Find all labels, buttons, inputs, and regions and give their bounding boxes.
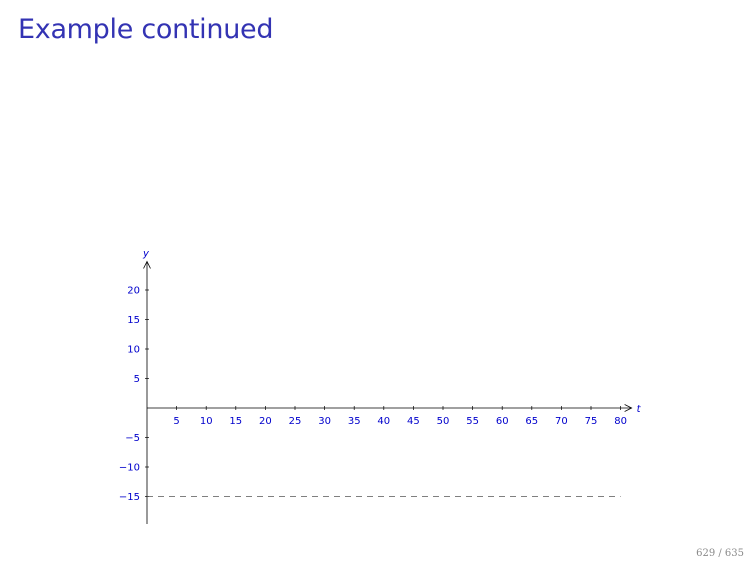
x-tick-label: 5 (173, 416, 179, 427)
x-tick-label: 20 (259, 416, 272, 427)
slide-title: Example continued (18, 14, 274, 45)
x-tick-label: 45 (407, 416, 420, 427)
y-tick-label: 5 (134, 374, 140, 385)
y-tick-label: −10 (119, 463, 140, 474)
x-tick-label: 65 (525, 416, 538, 427)
x-tick-label: 80 (614, 416, 627, 427)
x-axis-label: t (637, 404, 642, 415)
x-tick-label: 70 (555, 416, 568, 427)
x-tick-label: 15 (229, 416, 242, 427)
x-tick-label: 10 (200, 416, 213, 427)
page-counter: 629 / 635 (696, 548, 744, 559)
x-tick-label: 55 (466, 416, 479, 427)
y-tick-label: 10 (127, 345, 140, 356)
y-axis-label: y (142, 249, 150, 260)
y-tick-label: 20 (127, 286, 140, 297)
x-tick-label: 25 (289, 416, 302, 427)
x-tick-label: 40 (377, 416, 390, 427)
y-tick-label: 15 (127, 315, 140, 326)
y-ticks: −15 −10 −5 5 10 15 20 (119, 286, 149, 503)
x-tick-label: 30 (318, 416, 331, 427)
x-ticks: 5 10 15 20 25 30 35 40 45 50 55 60 65 70 75 80 (173, 406, 627, 427)
x-tick-label: 50 (437, 416, 450, 427)
x-tick-label: 60 (496, 416, 509, 427)
x-tick-label: 75 (585, 416, 598, 427)
x-tick-label: 35 (348, 416, 361, 427)
y-tick-label: −15 (119, 492, 140, 503)
y-tick-label: −5 (125, 433, 140, 444)
